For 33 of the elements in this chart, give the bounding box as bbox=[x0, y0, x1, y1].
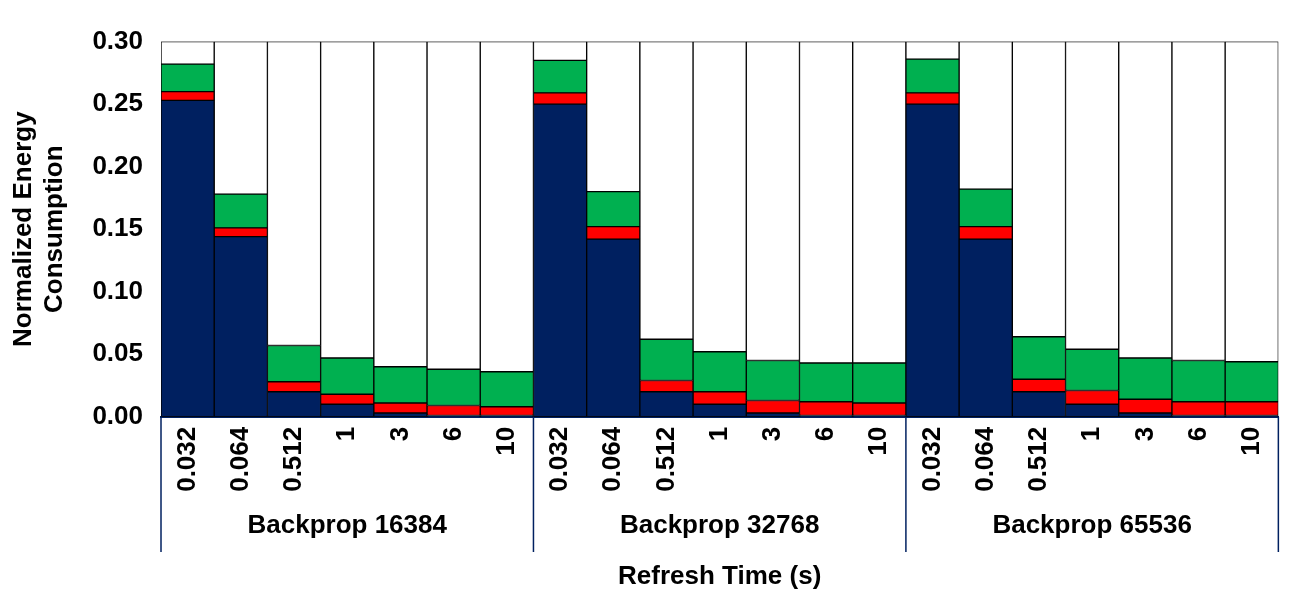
text: Backprop 32768 bbox=[619, 509, 820, 540]
x-tick-label: 10 bbox=[1234, 426, 1265, 456]
x-tick-label: 0.512 bbox=[277, 426, 308, 492]
x-tick-label: 1 bbox=[702, 426, 733, 442]
x-tick-label: 6 bbox=[436, 426, 467, 442]
x-tick-label: 0.032 bbox=[915, 426, 946, 492]
y-tick-label: 0.10 bbox=[92, 274, 143, 305]
x-tick-label: 0.064 bbox=[596, 426, 627, 492]
x-tick-label: 1 bbox=[1075, 426, 1106, 442]
x-tick-label: 0.064 bbox=[223, 426, 254, 492]
x-tick-label: 0.512 bbox=[1022, 426, 1053, 492]
x-tick-label: 3 bbox=[756, 426, 787, 442]
x-tick-label: 0.032 bbox=[170, 426, 201, 492]
x-tick-label: 10 bbox=[490, 426, 521, 456]
x-axis-title: Refresh Time (s) bbox=[618, 559, 822, 590]
x-tick-label: 6 bbox=[1181, 426, 1212, 442]
x-tick-label: 10 bbox=[862, 426, 893, 456]
y-tick-label: 0.30 bbox=[92, 24, 143, 55]
x-tick-label: 0.512 bbox=[649, 426, 680, 492]
x-tick-label: 3 bbox=[1128, 426, 1159, 442]
x-tick-label: 1 bbox=[330, 426, 361, 442]
y-tick-label: 0.25 bbox=[92, 87, 143, 118]
y-tick-label: 0.00 bbox=[92, 399, 143, 430]
text: Backprop 16384 bbox=[247, 509, 448, 540]
y-tick-label: 0.15 bbox=[92, 212, 143, 243]
y-axis-title: Normalized Energy Consumption bbox=[6, 110, 68, 347]
y-tick-label: 0.20 bbox=[92, 149, 143, 180]
y-tick-label: 0.05 bbox=[92, 337, 143, 368]
x-tick-label: 0.064 bbox=[968, 426, 999, 492]
text: Backprop 65536 bbox=[992, 509, 1192, 540]
x-tick-label: 0.032 bbox=[543, 426, 574, 492]
x-tick-label: 3 bbox=[383, 426, 414, 442]
x-tick-label: 6 bbox=[809, 426, 840, 442]
